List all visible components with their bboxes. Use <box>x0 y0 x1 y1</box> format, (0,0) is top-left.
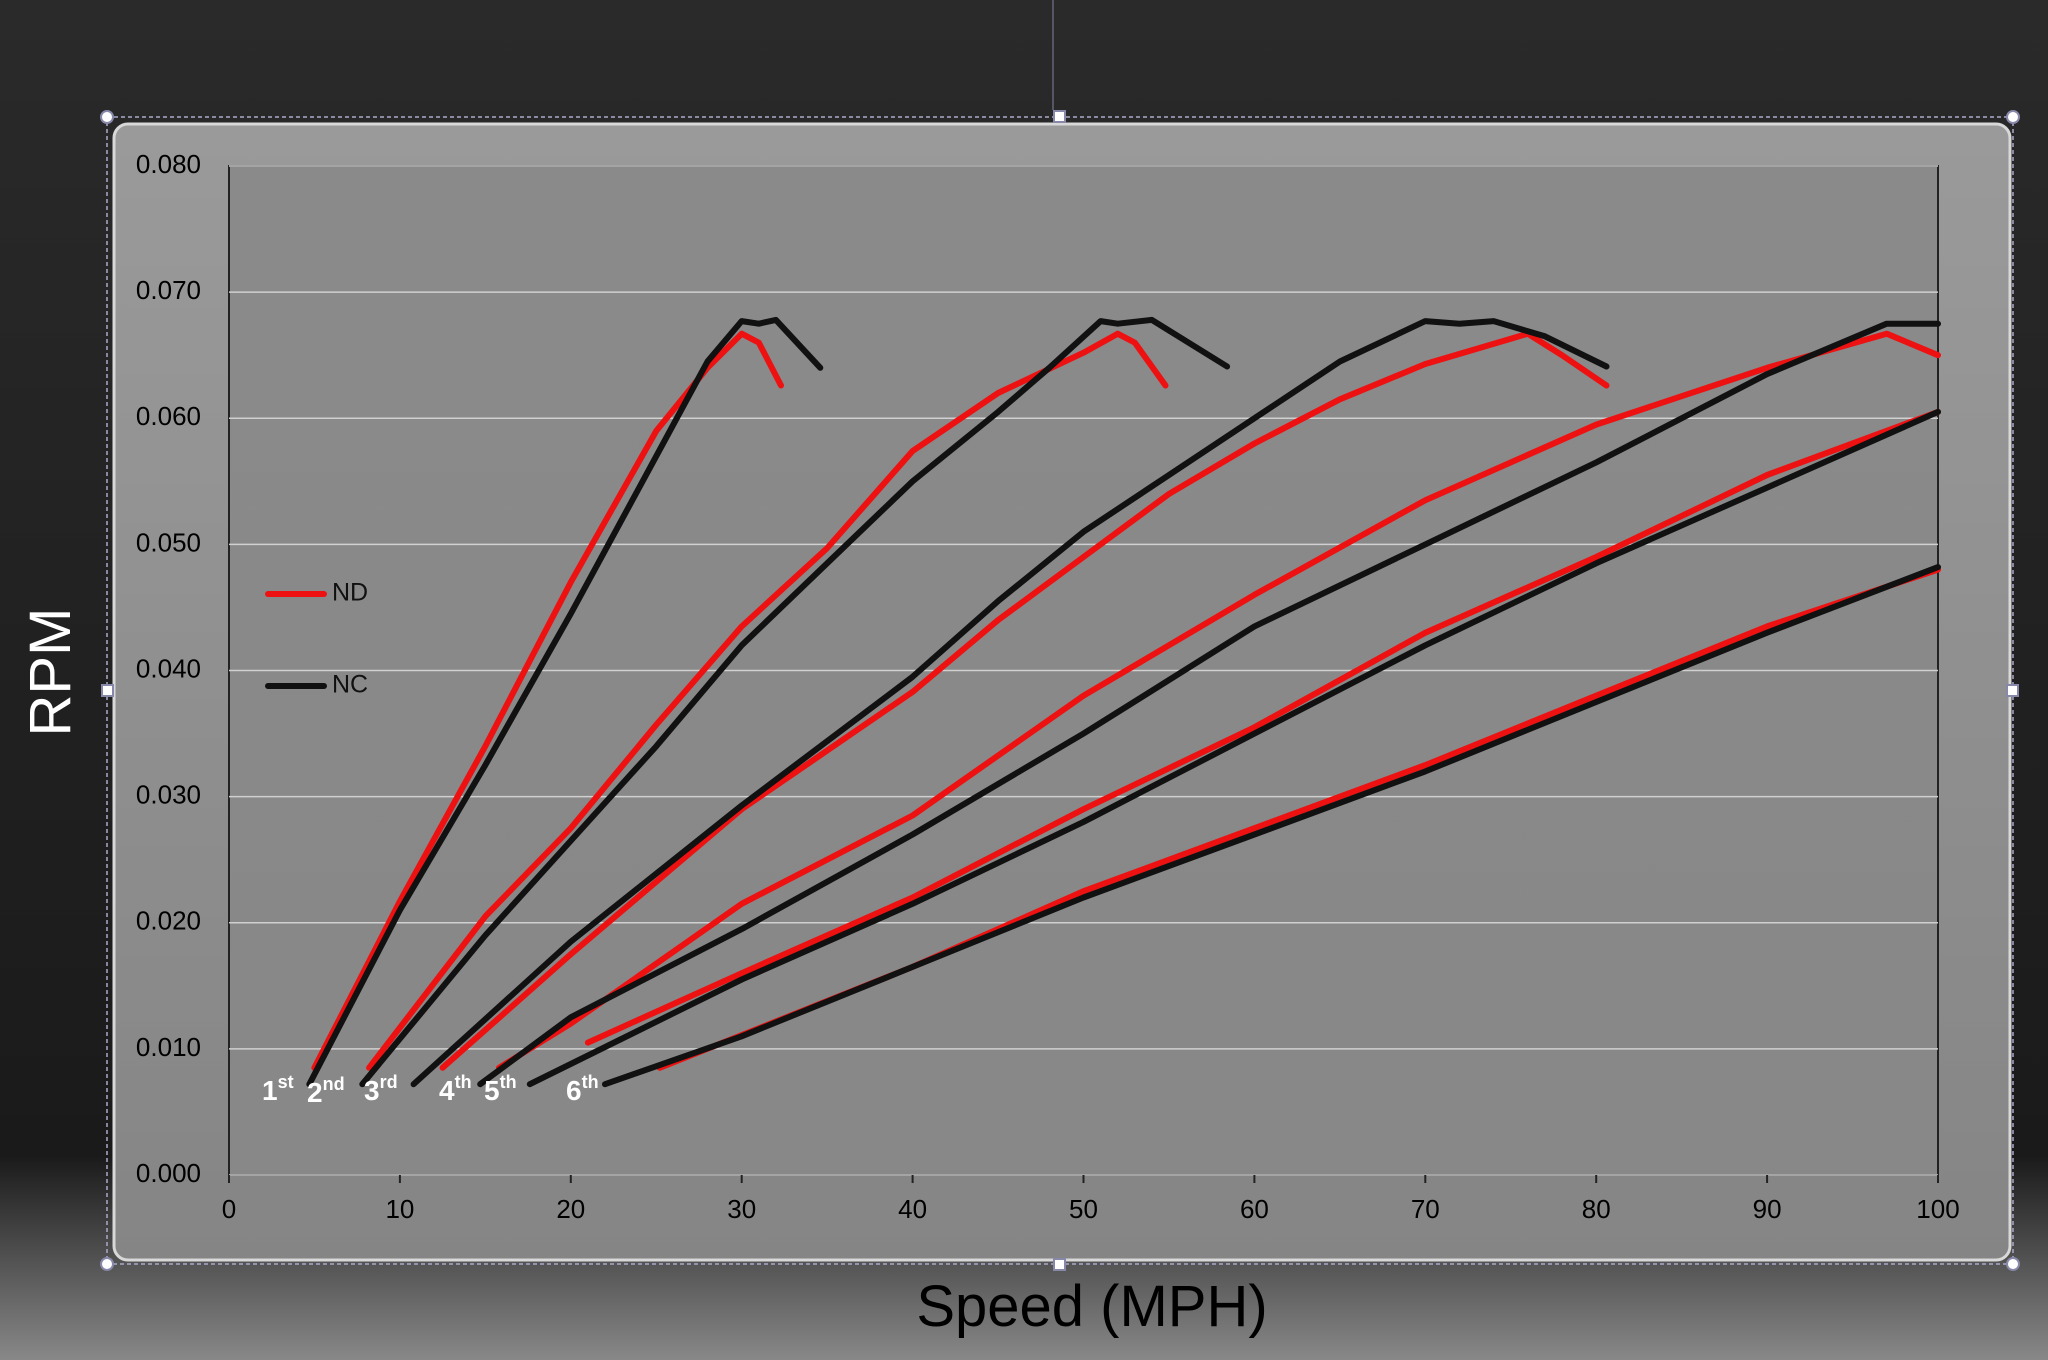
y-tick-label: 0.070 <box>136 275 201 305</box>
y-tick-label: 0.080 <box>136 149 201 179</box>
series-line <box>526 408 1941 1088</box>
x-tick-label: 100 <box>1916 1194 1959 1224</box>
y-tick-label: 0.020 <box>136 906 201 936</box>
gear-number: 4 <box>439 1075 455 1106</box>
handle[interactable] <box>2006 110 2020 124</box>
series-line <box>439 330 1610 1071</box>
series-line <box>306 316 824 1088</box>
series-line <box>602 564 1941 1088</box>
x-tick-label: 50 <box>1069 1194 1098 1224</box>
x-tick-label: 90 <box>1753 1194 1782 1224</box>
gear-number: 3 <box>364 1075 380 1106</box>
gear-suffix: rd <box>380 1072 398 1092</box>
y-tick-label: 0.050 <box>136 527 201 557</box>
gear-label: 4th <box>439 1072 472 1106</box>
y-axis-title: RPM <box>18 608 83 737</box>
x-tick-label: 80 <box>1582 1194 1611 1224</box>
handle[interactable] <box>1053 110 1066 123</box>
lines <box>306 316 1941 1088</box>
gear-label: 3rd <box>364 1072 398 1106</box>
gear-label: 2nd <box>307 1074 345 1108</box>
grid <box>228 165 1939 1183</box>
series-line <box>410 318 1610 1088</box>
gear-suffix: th <box>455 1072 472 1092</box>
gear-suffix: st <box>278 1072 294 1092</box>
gear-number: 5 <box>484 1075 500 1106</box>
x-axis-title: Speed (MPH) <box>916 1274 1267 1339</box>
y-tick-label: 0.000 <box>136 1158 201 1188</box>
legend-label: NC <box>332 671 368 699</box>
handle[interactable] <box>2006 1257 2020 1271</box>
series-line <box>584 408 1941 1046</box>
y-tick-label: 0.010 <box>136 1032 201 1062</box>
legend-label: ND <box>332 579 368 607</box>
gear-suffix: th <box>500 1072 517 1092</box>
handle[interactable] <box>2006 684 2019 697</box>
gear-number: 6 <box>566 1075 582 1106</box>
y-tick-label: 0.060 <box>136 401 201 431</box>
x-tick-label: 20 <box>556 1194 585 1224</box>
gear-label: 6th <box>566 1072 599 1106</box>
gear-label: 1st <box>262 1072 294 1106</box>
selection-handles <box>100 110 2020 1271</box>
series-line <box>477 320 1941 1088</box>
handle[interactable] <box>100 1257 114 1271</box>
gear-label: 5th <box>484 1072 517 1106</box>
gear-suffix: nd <box>323 1074 345 1094</box>
x-tick-label: 70 <box>1411 1194 1440 1224</box>
x-tick-label: 60 <box>1240 1194 1269 1224</box>
gear-number: 1 <box>262 1075 278 1106</box>
series-line <box>366 330 1169 1071</box>
y-tick-label: 0.030 <box>136 780 201 810</box>
y-tick-label: 0.040 <box>136 653 201 683</box>
x-tick-label: 40 <box>898 1194 927 1224</box>
gear-number: 2 <box>307 1077 323 1108</box>
series-line <box>359 316 1231 1088</box>
handle[interactable] <box>101 684 114 697</box>
handle[interactable] <box>1053 1258 1066 1271</box>
handle[interactable] <box>100 110 114 124</box>
x-tick-label: 0 <box>222 1194 236 1224</box>
labels: 0.000 0.010 0.020 0.030 0.040 0.050 0.060 0.070… <box>136 149 1960 1224</box>
series-line <box>311 330 784 1071</box>
gear-suffix: th <box>582 1072 599 1092</box>
x-tick-label: 30 <box>727 1194 756 1224</box>
x-tick-label: 10 <box>385 1194 414 1224</box>
